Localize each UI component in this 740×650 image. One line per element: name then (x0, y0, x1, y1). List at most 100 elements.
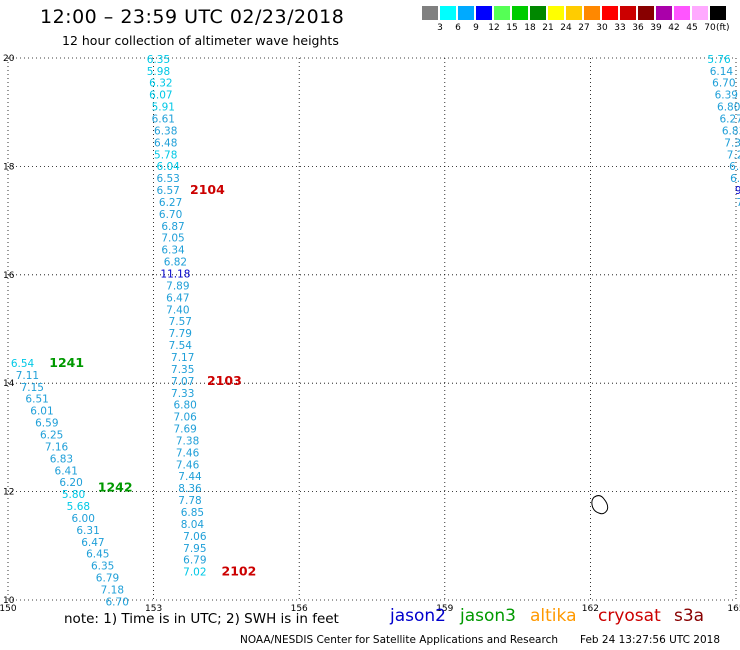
wave-height-value: 6.51 (25, 394, 48, 406)
legend-swatch (602, 6, 618, 20)
y-tick-label: 18 (3, 162, 15, 172)
wave-height-value: 6.87 (161, 221, 184, 233)
legend-label: 39 (650, 23, 662, 33)
legend-swatch (548, 6, 564, 20)
legend-swatch (710, 6, 726, 20)
legend-swatch (620, 6, 636, 20)
wave-height-value: 5.91 (152, 102, 175, 114)
legend-swatch (566, 6, 582, 20)
y-tick-label: 10 (3, 596, 15, 606)
wave-height-value: 5.68 (67, 501, 90, 513)
wave-height-value: 6.47 (166, 292, 189, 304)
legend-swatch (458, 6, 474, 20)
units-note: note: 1) Time is in UTC; 2) SWH is in fe… (64, 611, 339, 627)
wave-height-value: 6.85 (181, 507, 204, 519)
wave-height-value: 7.15 (21, 382, 44, 394)
wave-height-value: 6.07 (149, 90, 172, 102)
wave-height-value: 5.78 (154, 149, 177, 161)
wave-height-value: 6.83 (50, 453, 73, 465)
wave-height-value: 9.4 (735, 185, 740, 197)
wave-height-value: 7.34 (724, 137, 740, 149)
legend-label: 15 (506, 23, 518, 33)
chart-title: 12:00 – 23:59 UTC 02/23/2018 (40, 6, 345, 28)
wave-height-value: 6.88 (729, 161, 740, 173)
wave-height-value: 7.29 (727, 149, 740, 161)
wave-height-value: 7.46 (176, 459, 200, 471)
wave-height-value: 5.80 (62, 489, 85, 501)
wave-height-value: 6.80 (717, 102, 740, 114)
legend-swatch (584, 6, 600, 20)
wave-height-value: 7.54 (169, 340, 193, 352)
legend-label: 3 (437, 23, 443, 33)
y-tick-label: 12 (3, 488, 14, 498)
wave-height-value: 6.14 (710, 66, 734, 78)
x-tick-label: 162 (582, 604, 599, 614)
legend-label: 24 (560, 23, 572, 33)
x-tick-label: 150 (0, 604, 17, 614)
legend-label: 45 (686, 23, 698, 33)
wave-height-value: 6.34 (161, 245, 185, 257)
legend-swatch (638, 6, 654, 20)
wave-height-value: 6.80 (173, 400, 196, 412)
wave-height-value: 5.76 (707, 54, 731, 66)
island-outline (591, 495, 609, 515)
legend-unit: (ft) (716, 23, 730, 33)
legend-label: 27 (578, 23, 590, 33)
wave-height-value: 7.07 (171, 376, 194, 388)
legend-swatch (530, 6, 546, 20)
wave-height-value: 7.05 (161, 233, 184, 245)
pass-number-label: 2102 (222, 564, 257, 579)
y-tick-label: 20 (3, 54, 15, 64)
wave-height-value: 7.9 (736, 197, 740, 209)
wave-height-value: 7.02 (183, 567, 206, 579)
wave-height-value: 6.27 (719, 113, 740, 125)
legend-label: 9 (473, 23, 479, 33)
wave-height-value: 6.01 (30, 406, 53, 418)
wave-height-value: 7.17 (171, 352, 194, 364)
legend-label: 33 (614, 23, 626, 33)
wave-height-value: 6.53 (156, 173, 179, 185)
wave-height-value: 7.06 (183, 531, 207, 543)
x-tick-label: 159 (436, 604, 453, 614)
wave-height-value: 8.04 (181, 519, 205, 531)
wave-height-value: 7.33 (171, 388, 194, 400)
wave-height-value: 6.80 (730, 173, 740, 185)
wave-height-value: 7.38 (176, 435, 199, 447)
wave-height-value: 6.79 (96, 573, 119, 585)
wave-height-value: 6.31 (76, 525, 99, 537)
legend-swatch (422, 6, 438, 20)
pass-number-label: 2103 (207, 373, 242, 388)
pass-number-label: 2104 (190, 182, 225, 197)
legend-swatch (656, 6, 672, 20)
wave-height-value: 6.59 (35, 418, 58, 430)
x-tick-label: 153 (145, 604, 162, 614)
wave-height-value: 6.45 (86, 549, 109, 561)
wave-height-value: 6.54 (11, 358, 35, 370)
x-tick-label: 156 (291, 604, 308, 614)
legend-swatch (476, 6, 492, 20)
wave-height-value: 6.79 (183, 555, 206, 567)
satellite-cryosat: cryosat (598, 606, 661, 626)
legend-label: 70 (704, 23, 716, 33)
wave-height-value: 6.04 (156, 161, 180, 173)
satellite-jason3: jason3 (460, 606, 516, 626)
y-tick-label: 16 (3, 271, 15, 281)
wave-height-value: 5.98 (147, 66, 170, 78)
wave-height-value: 7.06 (173, 412, 197, 424)
wave-height-value: 7.79 (169, 328, 192, 340)
wave-height-value: 6.32 (149, 78, 172, 90)
wave-height-value: 6.70 (159, 209, 182, 221)
legend-swatch (440, 6, 456, 20)
legend-label: 12 (488, 23, 500, 33)
satellite-jason2: jason2 (390, 606, 446, 626)
wave-height-value: 7.95 (183, 543, 206, 555)
y-tick-label: 14 (3, 379, 15, 389)
wave-height-value: 6.70 (106, 596, 129, 608)
pass-number-label: 1242 (98, 480, 133, 495)
wave-height-value: 6.27 (159, 197, 182, 209)
wave-height-value: 6.61 (152, 113, 175, 125)
legend-label: 21 (542, 23, 554, 33)
wave-height-value: 7.35 (171, 364, 194, 376)
legend-label: 30 (596, 23, 608, 33)
